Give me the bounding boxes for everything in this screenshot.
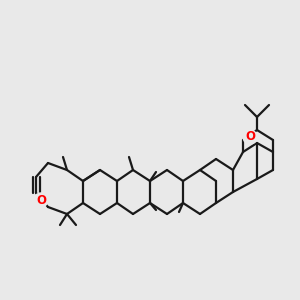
Circle shape [243,130,257,144]
Text: O: O [36,194,46,206]
Circle shape [34,193,48,207]
Text: O: O [245,130,255,143]
